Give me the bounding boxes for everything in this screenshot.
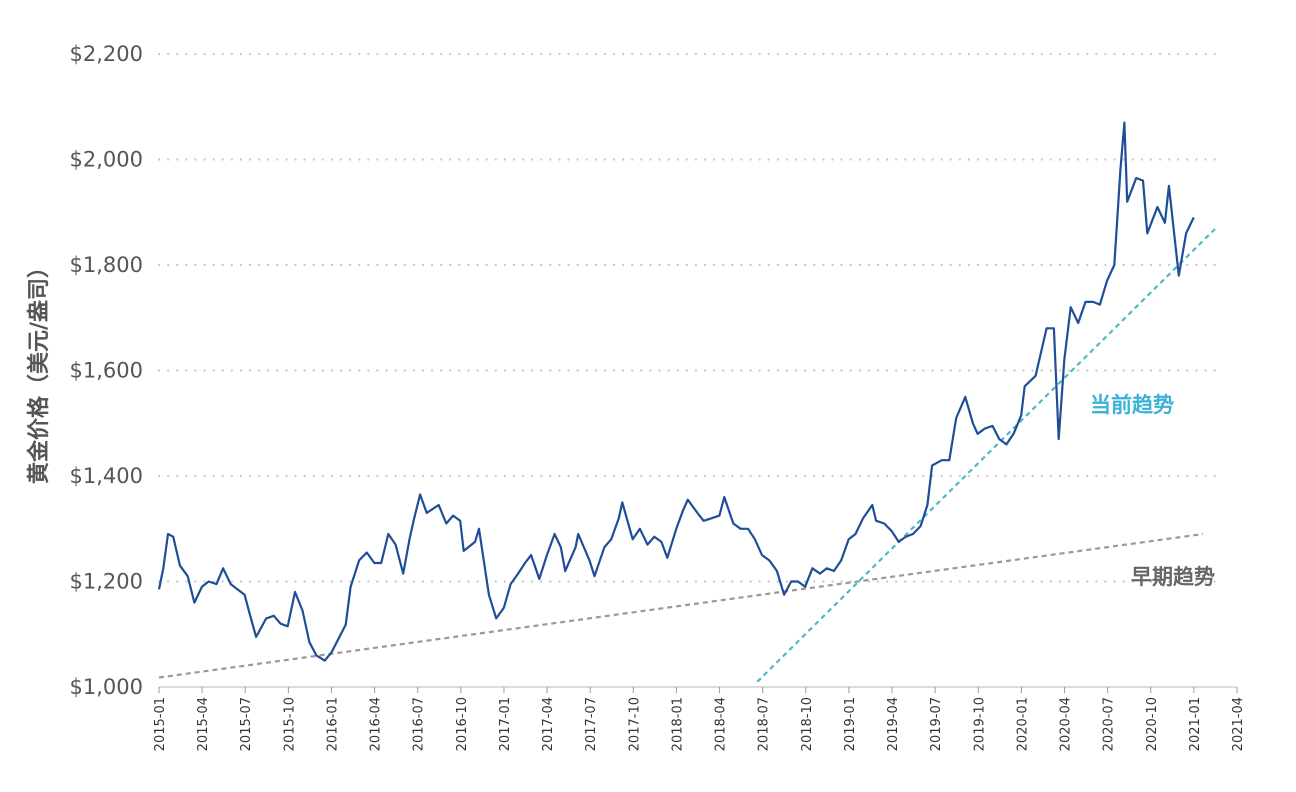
x-tick-label: 2019-07 (929, 697, 944, 751)
early-trend-label: 早期趋势 (1131, 565, 1215, 589)
x-tick-label: 2018-01 (670, 697, 685, 751)
y-tick-label: $1,800 (70, 253, 143, 277)
y-tick-label: $1,400 (70, 464, 143, 488)
x-tick-label: 2020-01 (1015, 697, 1030, 751)
x-tick-label: 2019-10 (972, 697, 987, 751)
current-trend-line (756, 228, 1216, 683)
text-layer: $1,000 $1,200 $1,400 $1,600 $1,800 $2,000 $2,2… (26, 42, 1246, 751)
y-tick-label: $1,600 (70, 359, 143, 383)
x-tick-label: 2019-04 (886, 697, 901, 751)
x-tick-label: 2018-04 (714, 697, 729, 751)
x-tick-label: 2015-04 (196, 697, 211, 751)
x-tick-label: 2017-07 (584, 697, 599, 751)
current-trend-label: 当前趋势 (1090, 393, 1174, 417)
x-tick-label: 2017-04 (541, 697, 556, 751)
x-tick-label: 2020-07 (1102, 697, 1117, 751)
x-tick-label: 2016-07 (412, 697, 427, 751)
y-tick-label: $1,000 (70, 675, 143, 699)
x-tick-label: 2016-10 (455, 697, 470, 751)
gold-price-line (157, 121, 1195, 662)
y-tick-label: $2,000 (70, 148, 143, 172)
early-trend-line (158, 532, 1204, 679)
x-tick-label: 2016-01 (325, 697, 340, 751)
x-tick-label: 2021-04 (1231, 697, 1246, 751)
x-tick-label: 2015-07 (239, 697, 254, 751)
x-tick-label: 2020-10 (1145, 697, 1160, 751)
x-tick-label: 2016-04 (369, 697, 384, 751)
x-tick-label: 2015-10 (282, 697, 297, 751)
x-tick-label: 2015-01 (153, 697, 168, 751)
x-tick-label: 2019-01 (843, 697, 858, 751)
axis-layer (158, 686, 1238, 693)
x-tick-label: 2018-07 (757, 697, 772, 751)
x-tick-label: 2020-04 (1059, 697, 1074, 751)
x-tick-label: 2017-10 (627, 697, 642, 751)
series-layer (157, 121, 1195, 662)
x-tick-label: 2021-01 (1188, 697, 1203, 751)
trend-layer (158, 228, 1216, 683)
y-axis-title: 黄金价格（美元/盎司） (26, 256, 52, 484)
grid-layer (157, 52, 1218, 583)
x-tick-label: 2017-01 (498, 697, 513, 751)
x-tick-label: 2018-10 (800, 697, 815, 751)
y-tick-label: $2,200 (70, 42, 143, 66)
y-tick-label: $1,200 (70, 570, 143, 594)
